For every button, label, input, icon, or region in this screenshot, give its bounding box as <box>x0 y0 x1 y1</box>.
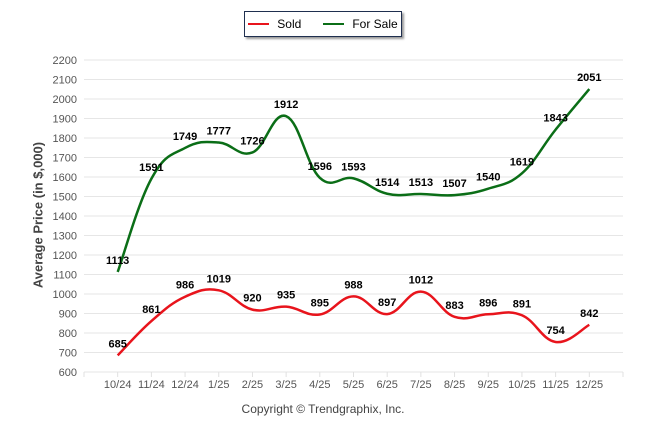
y-tick-label: 1200 <box>53 250 77 262</box>
y-tick-label: 1400 <box>53 211 77 223</box>
y-tick-label: 800 <box>59 328 77 340</box>
x-tick-label: 12/24 <box>171 379 199 391</box>
x-tick-label: 10/25 <box>508 379 536 391</box>
copyright-footer: Copyright © Trendgraphix, Inc. <box>241 402 405 416</box>
x-tick-label: 6/25 <box>376 379 397 391</box>
y-tick-label: 1000 <box>53 289 77 301</box>
series-line-sold <box>116 288 590 357</box>
data-label: 1019 <box>207 273 231 285</box>
data-label: 2051 <box>577 72 601 84</box>
legend: Sold For Sale <box>244 11 402 37</box>
data-label: 1012 <box>409 275 433 287</box>
data-label: 896 <box>479 297 497 309</box>
y-tick-label: 1900 <box>53 114 77 126</box>
gridlines <box>84 59 623 373</box>
data-label: 1843 <box>543 113 567 125</box>
y-tick-label: 600 <box>59 367 77 379</box>
x-tick-label: 4/25 <box>309 379 330 391</box>
x-axis-ticks: 10/24 11/24 12/24 1/25 2/25 3/25 4/25 5/25 6/25 7… <box>83 372 624 391</box>
y-axis-ticks: 600 700 800 900 1000 1100 1200 1300 1400 1500 1600… <box>53 55 77 379</box>
data-label: 1514 <box>375 177 400 189</box>
x-tick-label: 2/25 <box>242 379 263 391</box>
data-label: 920 <box>243 293 261 305</box>
x-tick-label: 1/25 <box>208 379 229 391</box>
data-label: 1749 <box>173 131 197 143</box>
data-label: 685 <box>109 338 127 350</box>
data-label: 1507 <box>442 178 466 190</box>
data-labels: 685 861 986 1019 920 935 895 988 897 1012 883 896 89… <box>106 72 602 350</box>
data-label: 897 <box>378 297 396 309</box>
y-tick-label: 2200 <box>53 55 77 67</box>
legend-item-for-sale[interactable]: For Sale <box>323 17 398 31</box>
y-tick-label: 900 <box>59 309 77 321</box>
data-label: 986 <box>176 280 194 292</box>
x-tick-label: 12/25 <box>576 379 604 391</box>
data-label: 861 <box>142 304 160 316</box>
data-label: 891 <box>513 298 531 310</box>
x-tick-label: 9/25 <box>478 379 499 391</box>
x-tick-label: 7/25 <box>410 379 431 391</box>
legend-swatch-sold <box>248 23 270 25</box>
x-tick-label: 5/25 <box>343 379 364 391</box>
data-label: 895 <box>311 297 329 309</box>
legend-label-sold: Sold <box>277 17 302 31</box>
legend-label-for-sale: For Sale <box>352 17 398 31</box>
y-tick-label: 1800 <box>53 133 77 145</box>
series-lines <box>116 88 591 357</box>
x-tick-label: 8/25 <box>444 379 465 391</box>
data-label: 842 <box>580 308 598 320</box>
legend-swatch-for-sale <box>323 23 345 25</box>
data-label: 754 <box>546 325 565 337</box>
y-tick-label: 1500 <box>53 192 77 204</box>
x-tick-label: 11/24 <box>138 379 165 391</box>
y-tick-label: 2100 <box>53 75 77 87</box>
data-label: 1593 <box>341 161 365 173</box>
data-label: 935 <box>277 290 295 302</box>
y-tick-label: 1600 <box>53 172 77 184</box>
data-label: 1513 <box>409 177 433 189</box>
data-label: 1113 <box>106 255 129 267</box>
data-label: 1619 <box>510 156 534 168</box>
y-tick-label: 2000 <box>53 94 77 106</box>
data-label: 1912 <box>274 99 298 111</box>
data-label: 883 <box>445 300 463 312</box>
data-label: 1726 <box>240 135 264 147</box>
y-axis-title: Average Price (in $,000) <box>30 141 46 289</box>
data-label: 1591 <box>139 162 163 174</box>
data-label: 1540 <box>476 172 500 184</box>
series-line-for-sale <box>116 88 591 273</box>
y-tick-label: 1100 <box>53 270 77 282</box>
legend-item-sold[interactable]: Sold <box>248 17 301 31</box>
y-tick-label: 1300 <box>53 231 77 243</box>
y-tick-label: 700 <box>59 348 77 360</box>
data-label: 988 <box>344 279 362 291</box>
x-tick-label: 10/24 <box>104 379 132 391</box>
data-label: 1596 <box>308 161 332 173</box>
y-tick-label: 1700 <box>53 153 77 165</box>
x-tick-label: 11/25 <box>542 379 569 391</box>
x-tick-label: 3/25 <box>275 379 296 391</box>
data-label: 1777 <box>207 125 231 137</box>
